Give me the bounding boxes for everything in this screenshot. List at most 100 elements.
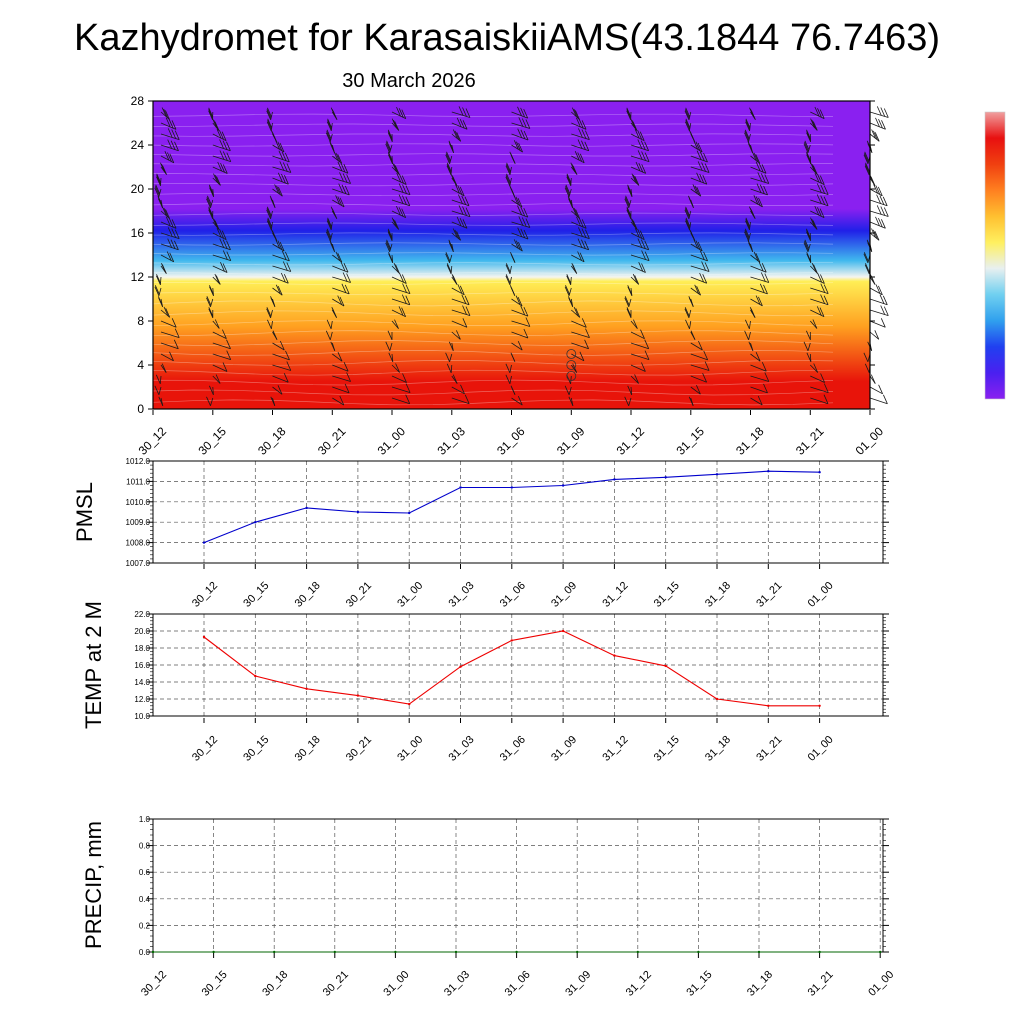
barb-shaft	[690, 353, 708, 361]
barb-flag	[163, 207, 169, 218]
wind-barb	[332, 295, 345, 307]
wind-barb	[571, 238, 590, 251]
barb-shaft	[451, 287, 465, 296]
barb-flag	[823, 284, 829, 294]
wind-barb	[750, 372, 770, 382]
barb-flag	[327, 217, 332, 227]
barb-shaft	[810, 265, 818, 274]
barb-flag	[755, 161, 761, 171]
barb-flag	[520, 206, 526, 217]
barb-shaft	[869, 386, 883, 395]
barb-flag	[804, 241, 809, 251]
barb-flag	[566, 173, 572, 183]
barb-shaft	[332, 177, 351, 184]
contour-line	[152, 232, 834, 236]
barb-flag	[812, 121, 818, 131]
barb-shaft	[212, 276, 221, 285]
y-tick-label: 1.0	[139, 815, 151, 824]
barb-flag	[803, 242, 809, 252]
barb-flag	[346, 174, 351, 184]
barb-flag	[266, 206, 272, 216]
pmsl-point	[254, 521, 257, 524]
barb-flag	[521, 118, 527, 128]
barb-flag	[812, 319, 818, 329]
barb-flag	[684, 209, 690, 219]
precip-point	[515, 950, 518, 954]
barb-flag	[581, 129, 587, 139]
barb-flag	[516, 141, 521, 151]
barb-flag	[156, 175, 161, 185]
contour-line	[152, 389, 834, 396]
barb-flag	[277, 172, 283, 182]
wind-barb	[212, 238, 231, 251]
barb-flag	[685, 121, 690, 131]
barb-flag	[456, 330, 461, 340]
barb-shaft	[509, 276, 512, 285]
wind-barb	[810, 162, 818, 175]
barb-flag	[699, 173, 705, 184]
barb-flag	[170, 140, 176, 150]
barb-flag	[523, 328, 529, 339]
barb-flag	[209, 285, 214, 295]
barb-shaft	[511, 144, 523, 153]
wind-barb	[626, 107, 632, 120]
barb-shaft	[690, 276, 707, 284]
barb-flag	[566, 374, 571, 384]
barb-flag	[279, 161, 285, 171]
x-tick-label: 30_18	[293, 734, 323, 764]
barb-flag	[744, 330, 749, 340]
barb-flag	[451, 274, 457, 284]
precip-point	[151, 950, 155, 954]
barb-flag	[744, 230, 750, 240]
y-tick-label: 1009.0	[126, 518, 151, 527]
barb-shaft	[690, 188, 702, 197]
wind-barb	[571, 151, 585, 164]
barb-shaft	[630, 155, 650, 162]
barb-flag	[816, 194, 822, 204]
barb-flag	[459, 118, 465, 129]
barb-shaft	[630, 243, 649, 251]
profile-frame	[152, 100, 871, 410]
barb-flag	[759, 184, 765, 194]
barb-flag	[399, 273, 404, 283]
barb-shaft	[451, 221, 468, 229]
barb-flag	[811, 262, 817, 273]
barb-shaft	[160, 331, 180, 338]
wind-barb	[806, 228, 811, 241]
barb-shaft	[810, 177, 825, 185]
barb-flag	[627, 187, 633, 197]
wind-barb	[385, 239, 393, 252]
wind-barb	[511, 195, 523, 208]
barb-flag	[744, 132, 749, 142]
barb-flag	[626, 107, 632, 117]
barb-flag	[704, 262, 710, 272]
barb-shaft	[451, 397, 470, 405]
wind-barb	[747, 239, 754, 252]
barb-flag	[813, 264, 818, 274]
wind-barb	[272, 250, 290, 262]
barb-shaft	[571, 221, 587, 229]
barb-flag	[161, 263, 166, 273]
barb-flag	[343, 164, 349, 174]
barb-flag	[575, 209, 580, 219]
wind-barb	[160, 162, 167, 175]
wind-barb	[690, 161, 710, 173]
barb-shaft	[807, 243, 811, 252]
wind-barb	[385, 341, 393, 351]
barb-flag	[266, 220, 272, 230]
barb-flag	[270, 296, 275, 306]
barb-flag	[214, 174, 220, 185]
barb-flag	[161, 107, 167, 117]
wind-barb	[451, 394, 470, 405]
barb-shaft	[688, 309, 692, 318]
barb-flag	[509, 184, 514, 194]
barb-shaft	[272, 177, 289, 185]
temp-point	[305, 687, 308, 690]
barb-shaft	[509, 177, 512, 186]
barb-shaft	[630, 232, 645, 241]
barb-flag	[402, 195, 407, 205]
wind-barb	[690, 239, 703, 252]
barb-flag	[214, 273, 220, 284]
barb-flag	[286, 361, 292, 371]
barb-flag	[215, 374, 221, 384]
